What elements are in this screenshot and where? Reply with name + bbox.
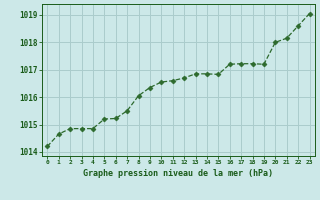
X-axis label: Graphe pression niveau de la mer (hPa): Graphe pression niveau de la mer (hPa) bbox=[84, 169, 273, 178]
